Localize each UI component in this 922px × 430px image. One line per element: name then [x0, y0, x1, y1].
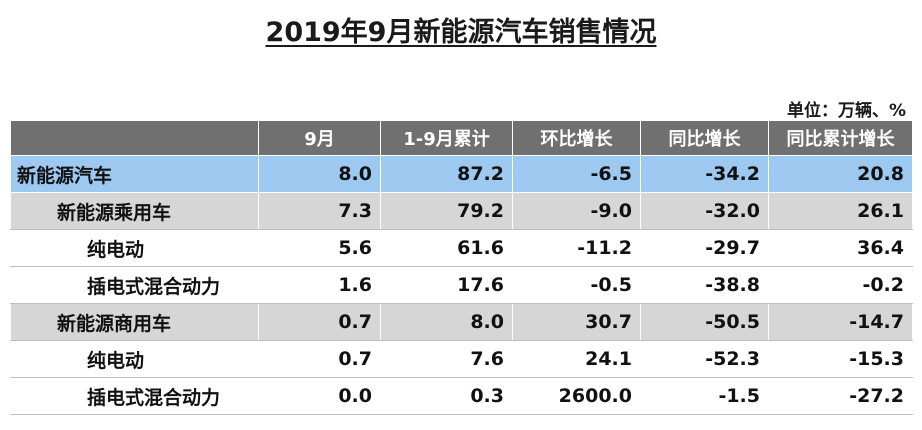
cell-mom-growth: -11.2 — [512, 229, 641, 267]
cell-yoy-growth: -1.5 — [640, 377, 769, 415]
cell-yoy-growth: -29.7 — [640, 229, 769, 267]
cell-september: 8.0 — [258, 155, 381, 193]
row-label: 纯电动 — [10, 340, 259, 378]
cell-mom-growth: -9.0 — [512, 192, 641, 230]
row-label: 插电式混合动力 — [10, 377, 259, 415]
cell-september: 0.7 — [258, 303, 381, 341]
cell-cumulative: 7.6 — [380, 340, 513, 378]
header-cell-mom-growth: 环比增长 — [512, 120, 641, 156]
cell-september: 0.7 — [258, 340, 381, 378]
cell-september: 5.6 — [258, 229, 381, 267]
table-row: 新能源商用车 0.7 8.0 30.7 -50.5 -14.7 — [10, 303, 913, 341]
cell-mom-growth: -0.5 — [512, 266, 641, 304]
table-row: 新能源汽车 8.0 87.2 -6.5 -34.2 20.8 — [10, 155, 913, 193]
table-row: 新能源乘用车 7.3 79.2 -9.0 -32.0 26.1 — [10, 192, 913, 230]
cell-cumulative: 0.3 — [380, 377, 513, 415]
cell-mom-growth: -6.5 — [512, 155, 641, 193]
cell-cumulative: 79.2 — [380, 192, 513, 230]
row-label: 新能源汽车 — [10, 155, 259, 193]
cell-yoy-growth: -38.8 — [640, 266, 769, 304]
cell-yoy-cumulative-growth: -14.7 — [768, 303, 913, 341]
cell-yoy-cumulative-growth: -15.3 — [768, 340, 913, 378]
cell-september: 0.0 — [258, 377, 381, 415]
cell-yoy-cumulative-growth: 20.8 — [768, 155, 913, 193]
cell-september: 7.3 — [258, 192, 381, 230]
cell-mom-growth: 2600.0 — [512, 377, 641, 415]
header-cell-category — [10, 120, 259, 156]
header-cell-september: 9月 — [258, 120, 381, 156]
cell-yoy-cumulative-growth: -27.2 — [768, 377, 913, 415]
cell-yoy-growth: -50.5 — [640, 303, 769, 341]
cell-cumulative: 8.0 — [380, 303, 513, 341]
cell-september: 1.6 — [258, 266, 381, 304]
cell-mom-growth: 24.1 — [512, 340, 641, 378]
row-label: 插电式混合动力 — [10, 266, 259, 304]
cell-cumulative: 17.6 — [380, 266, 513, 304]
row-label: 新能源乘用车 — [10, 192, 259, 230]
cell-cumulative: 87.2 — [380, 155, 513, 193]
cell-cumulative: 61.6 — [380, 229, 513, 267]
header-cell-yoy-cumulative-growth: 同比累计增长 — [768, 120, 913, 156]
row-label: 新能源商用车 — [10, 303, 259, 341]
table-header-row: 9月 1-9月累计 环比增长 同比增长 同比累计增长 — [10, 120, 913, 156]
header-cell-yoy-growth: 同比增长 — [640, 120, 769, 156]
cell-yoy-growth: -32.0 — [640, 192, 769, 230]
cell-yoy-cumulative-growth: 36.4 — [768, 229, 913, 267]
cell-yoy-growth: -34.2 — [640, 155, 769, 193]
table-row: 纯电动 5.6 61.6 -11.2 -29.7 36.4 — [10, 229, 913, 267]
cell-yoy-cumulative-growth: 26.1 — [768, 192, 913, 230]
row-label: 纯电动 — [10, 229, 259, 267]
page-title: 2019年9月新能源汽车销售情况 — [0, 10, 922, 49]
table-row: 纯电动 0.7 7.6 24.1 -52.3 -15.3 — [10, 340, 913, 378]
page-title-text: 2019年9月新能源汽车销售情况 — [265, 17, 657, 48]
table-row: 插电式混合动力 0.0 0.3 2600.0 -1.5 -27.2 — [10, 377, 913, 415]
cell-yoy-growth: -52.3 — [640, 340, 769, 378]
cell-mom-growth: 30.7 — [512, 303, 641, 341]
header-cell-cumulative: 1-9月累计 — [380, 120, 513, 156]
cell-yoy-cumulative-growth: -0.2 — [768, 266, 913, 304]
table-row: 插电式混合动力 1.6 17.6 -0.5 -38.8 -0.2 — [10, 266, 913, 304]
sales-table: 9月 1-9月累计 环比增长 同比增长 同比累计增长 新能源汽车 8.0 87.… — [10, 120, 913, 415]
unit-note: 单位：万辆、% — [786, 101, 906, 121]
